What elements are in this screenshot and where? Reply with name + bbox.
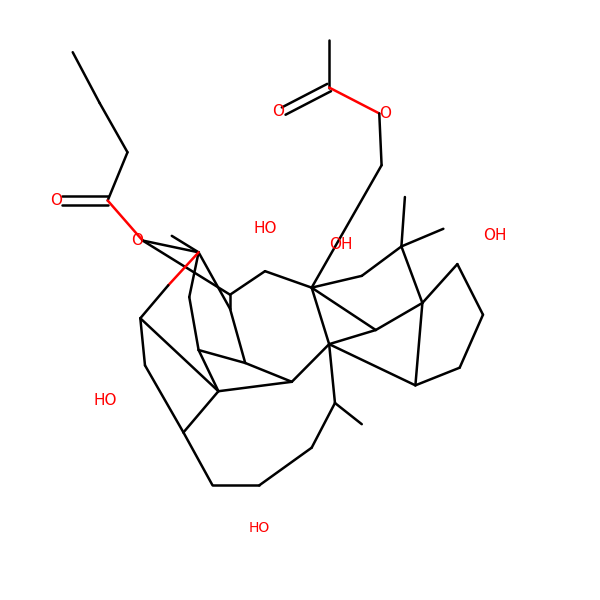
Text: O: O	[272, 104, 284, 119]
Text: O: O	[50, 193, 62, 208]
Text: O: O	[379, 106, 391, 121]
Text: HO: HO	[248, 521, 270, 535]
Text: HO: HO	[253, 221, 277, 236]
Text: O: O	[131, 233, 143, 248]
Text: HO: HO	[94, 393, 117, 408]
Text: OH: OH	[483, 229, 506, 244]
Text: OH: OH	[329, 238, 353, 253]
